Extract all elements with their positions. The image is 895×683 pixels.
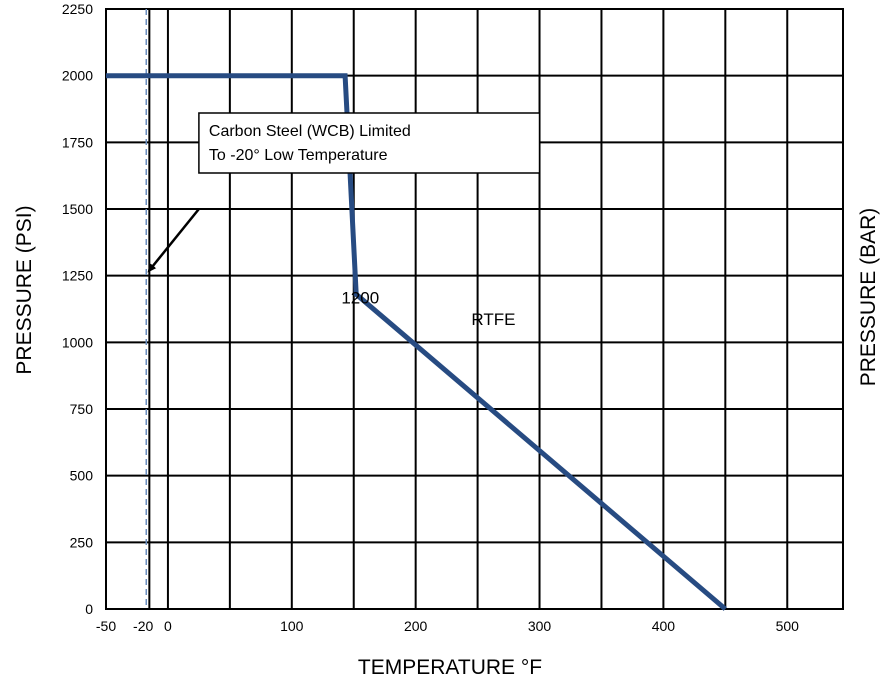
callout: Carbon Steel (WCB) Limited To -20° Low Te…: [147, 112, 541, 273]
y-tick-label: 250: [70, 534, 94, 550]
callout-box: [198, 112, 541, 174]
x-tick-label: 200: [404, 618, 428, 634]
x-tick-label: -50: [96, 618, 116, 634]
y-tick-label: 2250: [62, 1, 93, 17]
series: [106, 73, 727, 611]
y-tick-label: 1750: [62, 134, 93, 150]
y-axis-title: PRESSURE (PSI): [13, 205, 36, 374]
callout-arrow: [147, 208, 200, 273]
x-tick-label: 400: [652, 618, 676, 634]
plot-frame: [105, 8, 844, 610]
y-tick-label: 1250: [62, 268, 93, 284]
callout-text-line: To -20° Low Temperature: [209, 147, 388, 164]
y-axis-title-right: PRESSURE (BAR): [857, 208, 880, 387]
annotation-label: RTFE: [471, 310, 515, 329]
y-tick-label: 1500: [62, 201, 93, 217]
y-tick-label: 2000: [62, 68, 93, 84]
x-tick-label: 0: [164, 618, 172, 634]
callout-text-line: Carbon Steel (WCB) Limited: [209, 123, 411, 140]
x-tick-label: 500: [776, 618, 800, 634]
y-tick-label: 1000: [62, 334, 93, 350]
annotation-label: 1200: [341, 289, 379, 308]
x-tick-label: -20: [133, 618, 153, 634]
y-tick-label: 750: [70, 401, 94, 417]
y-tick-label: 0: [85, 601, 93, 617]
annotations: 1200 RTFE: [341, 289, 515, 329]
x-axis-title: TEMPERATURE °F: [358, 656, 542, 679]
x-tick-label: 300: [528, 618, 552, 634]
y-tick-label: 500: [70, 468, 94, 484]
grid: [105, 8, 844, 610]
series-line-0: [106, 73, 727, 611]
x-tick-label: 100: [280, 618, 304, 634]
